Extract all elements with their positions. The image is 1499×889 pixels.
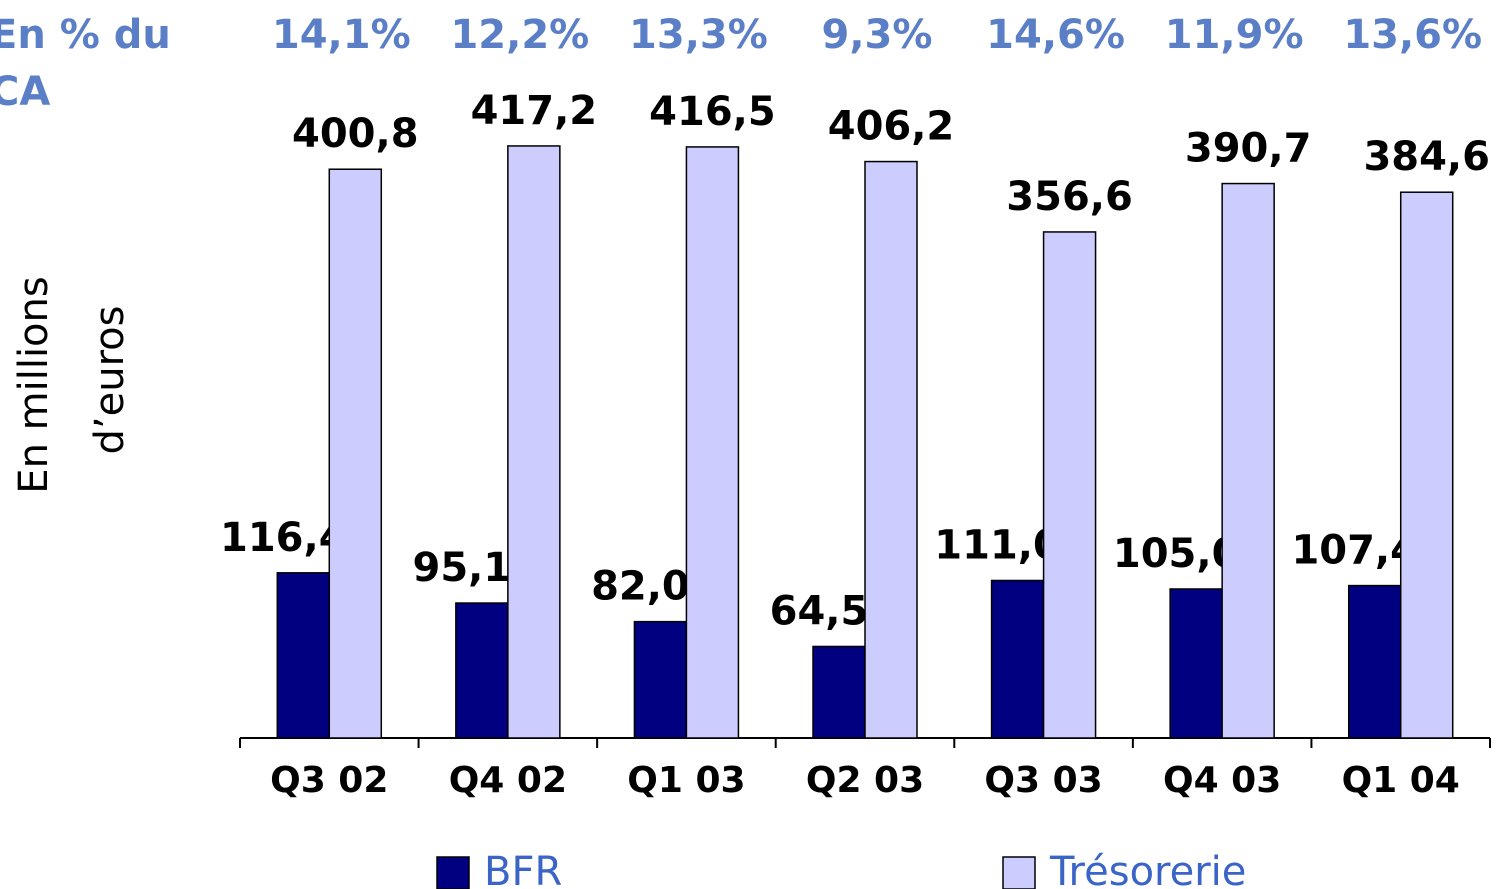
pct-label: 11,9%	[1165, 12, 1304, 58]
annotation: CA	[0, 69, 50, 115]
y-axis-label: En millions	[11, 276, 57, 493]
bar	[1221, 182, 1275, 739]
data-label: 107,4	[1291, 528, 1418, 574]
bar	[1347, 584, 1402, 739]
x-tick-label: Q2 03	[806, 760, 924, 801]
data-label: 82,0	[591, 564, 690, 610]
data-label: 116,4	[220, 515, 347, 561]
data-label: 390,7	[1185, 126, 1312, 172]
x-tick-label: Q3 02	[270, 760, 388, 801]
x-tick-label: Q3 03	[984, 760, 1102, 801]
x-tick-label: Q1 04	[1342, 760, 1460, 801]
pct-label: 14,6%	[986, 12, 1125, 58]
data-label: 406,2	[828, 104, 955, 150]
data-label: 416,5	[649, 89, 776, 135]
data-label: 95,1	[413, 545, 512, 591]
data-label: 400,8	[292, 111, 419, 157]
x-tick-label: Q4 03	[1163, 760, 1281, 801]
data-label: 64,5	[770, 588, 869, 634]
legend-label: BFR	[484, 849, 562, 889]
legend-swatch	[1002, 856, 1036, 889]
pct-label: 13,3%	[629, 12, 768, 58]
pct-label: 13,6%	[1343, 12, 1482, 58]
x-tick-label: Q4 02	[449, 760, 567, 801]
bar	[1042, 231, 1097, 739]
bar	[864, 160, 918, 739]
bar	[455, 602, 509, 739]
y-axis-label: d’euros	[87, 306, 133, 455]
bar	[1399, 191, 1454, 739]
pct-label: 14,1%	[272, 12, 411, 58]
bar	[685, 146, 740, 739]
bar	[990, 579, 1045, 739]
bar	[633, 620, 688, 739]
annotation: En % du	[0, 12, 171, 58]
bar	[276, 572, 331, 739]
legend-label: Trésorerie	[1049, 849, 1246, 889]
bar	[1169, 588, 1223, 739]
bar	[328, 168, 383, 739]
data-label: 417,2	[471, 88, 598, 134]
data-label: 111,0	[934, 522, 1061, 568]
x-tick-label: Q1 03	[627, 760, 745, 801]
data-label: 384,6	[1363, 134, 1490, 180]
data-label: 105,0	[1113, 531, 1240, 577]
pct-label: 9,3%	[822, 12, 933, 58]
data-label: 356,6	[1006, 174, 1133, 220]
bar	[812, 645, 866, 739]
pct-label: 12,2%	[450, 12, 589, 58]
legend-swatch	[436, 856, 470, 889]
bar	[507, 145, 561, 739]
